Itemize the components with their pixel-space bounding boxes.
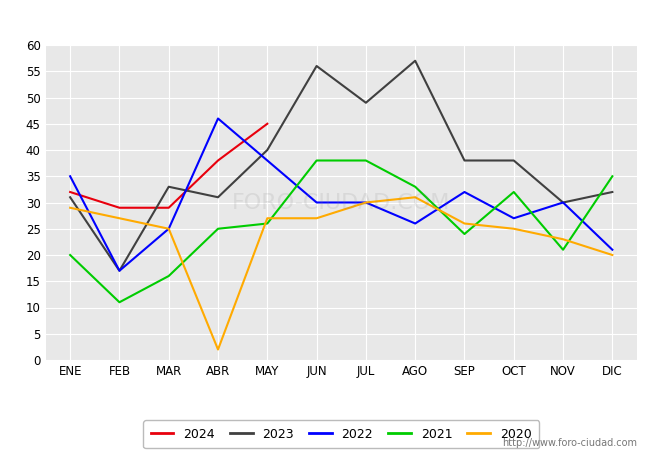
Text: http://www.foro-ciudad.com: http://www.foro-ciudad.com: [502, 438, 637, 448]
Legend: 2024, 2023, 2022, 2021, 2020: 2024, 2023, 2022, 2021, 2020: [144, 420, 539, 448]
Text: Matriculaciones de Vehiculos en Sóller: Matriculaciones de Vehiculos en Sóller: [166, 9, 484, 27]
Text: FORO-CIUDAD.COM: FORO-CIUDAD.COM: [232, 193, 450, 212]
